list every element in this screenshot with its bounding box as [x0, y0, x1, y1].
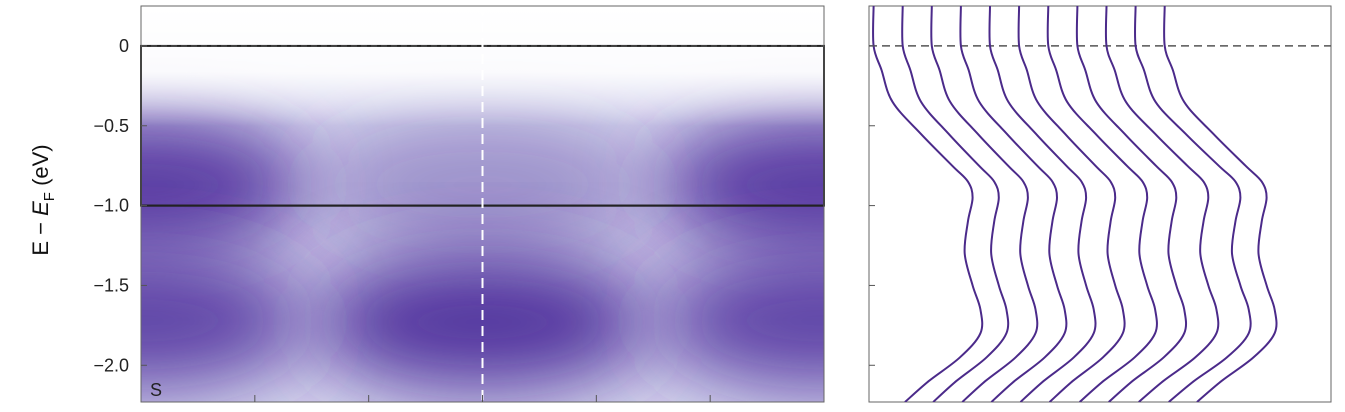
heatmap-intensity-blob [654, 114, 824, 255]
edc-curve [872, 6, 984, 402]
panel-label: S [150, 380, 162, 400]
heatmap-intensity [141, 114, 824, 393]
heatmap-intensity-blob [654, 250, 824, 391]
edc-curve [1046, 6, 1158, 402]
edc-frame [868, 5, 1332, 403]
heatmap-x-ticks [254, 395, 711, 402]
edc-curve [1133, 6, 1252, 402]
edc-curve [1163, 6, 1278, 402]
edc-curves [872, 6, 1278, 402]
y-tick-label: −2.0 [93, 355, 129, 375]
heatmap-intensity-blob [312, 252, 653, 393]
edc-curve [1104, 6, 1220, 402]
heatmap-panel: 0 −0.5 −1.0 −1.5 −2.0 S [93, 5, 825, 403]
y-tick-label: −1.0 [93, 196, 129, 216]
edc-curve [988, 6, 1097, 402]
edc-curve [959, 6, 1068, 402]
heatmap-y-ticks: 0 −0.5 −1.0 −1.5 −2.0 [93, 36, 147, 375]
heatmap-intensity-blob [141, 250, 311, 391]
y-tick-label: −1.5 [93, 275, 129, 295]
edc-y-ticks [869, 45, 875, 366]
edc-curve [1075, 6, 1188, 402]
y-tick-label: −0.5 [93, 116, 129, 136]
y-tick-label: 0 [119, 36, 129, 56]
y-axis-label: E − EF (eV) [28, 144, 58, 255]
edc-curve [1017, 6, 1126, 402]
heatmap-intensity-blob [141, 114, 311, 255]
edc-panel [868, 5, 1332, 403]
edc-curve [930, 6, 1039, 402]
edc-curve [901, 6, 1010, 402]
